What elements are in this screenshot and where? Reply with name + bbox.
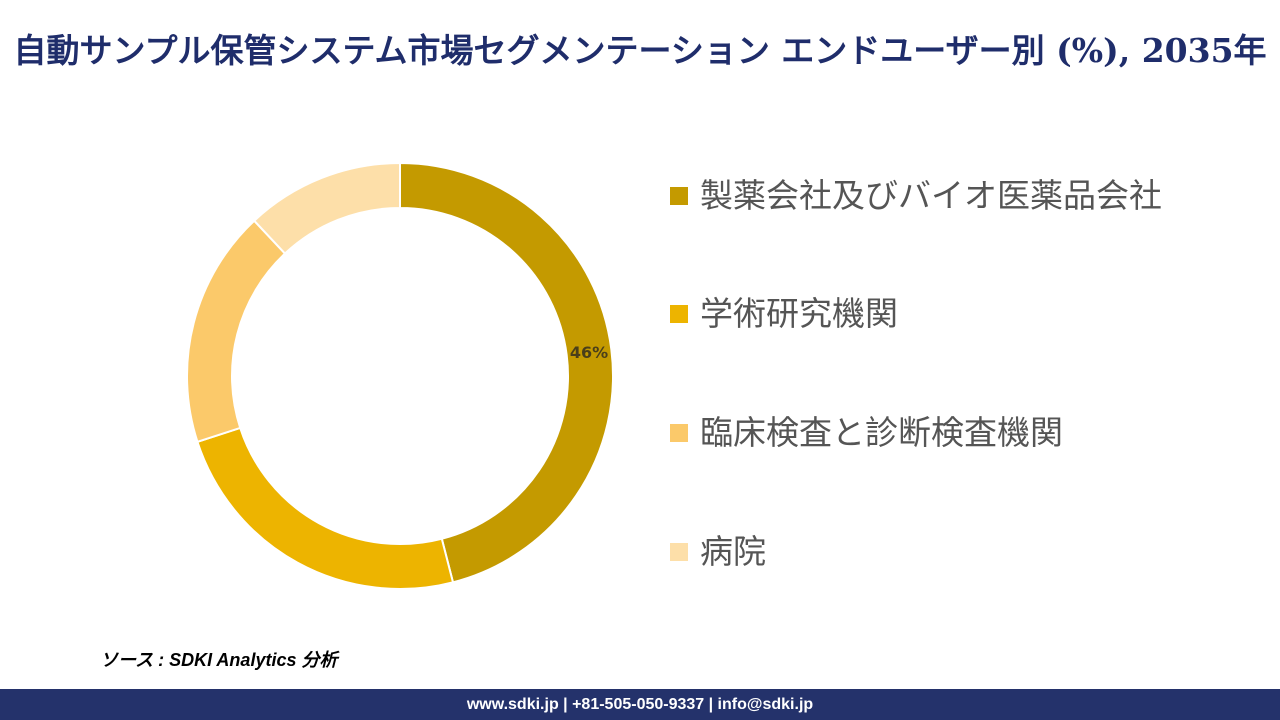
donut-slice: [186, 219, 287, 444]
data-label: 46%: [570, 343, 608, 362]
legend-label: 臨床検査と診断検査機関: [700, 413, 1063, 452]
legend-label: 病院: [700, 532, 766, 571]
legend-label: 学術研究機関: [700, 294, 898, 333]
legend-item: 病院: [670, 522, 1180, 582]
legend-item: 臨床検査と診断検査機関: [670, 403, 1180, 463]
donut-slice: [399, 161, 614, 584]
chart-title: 自動サンプル保管システム市場セグメンテーション エンドユーザー別 (%), 20…: [13, 31, 1267, 70]
legend-item: 製薬会社及びバイオ医薬品会社: [670, 166, 1180, 226]
legend-label: 製薬会社及びバイオ医薬品会社: [700, 176, 1162, 215]
legend-swatch: [670, 543, 688, 561]
legend-swatch: [670, 305, 688, 323]
source-note: ソース : SDKI Analytics 分析: [100, 650, 338, 670]
donut-slice: [252, 161, 401, 255]
donut-slice: [196, 426, 455, 590]
legend-swatch: [670, 424, 688, 442]
legend-swatch: [670, 187, 688, 205]
footer-contact: www.sdki.jp | +81-505-050-9337 | info@sd…: [0, 689, 1280, 720]
legend-item: 学術研究機関: [670, 284, 1180, 344]
